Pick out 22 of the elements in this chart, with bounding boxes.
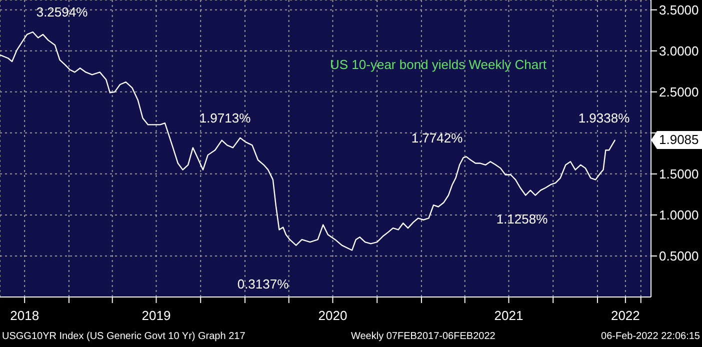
annotation: 1.9713% (199, 110, 251, 126)
text: USGG10YR Index (US Generic Govt 10 Yr) Graph 217 (2, 331, 246, 342)
y-tick-label: 1.5000 (659, 166, 699, 182)
annotation: 1.9338% (578, 110, 630, 126)
x-tick-label: 2018 (10, 308, 40, 324)
text: 06-Feb-2022 22:06:15 (601, 331, 700, 342)
y-tick-label: 3.0000 (659, 43, 699, 58)
x-tick-label: 2021 (494, 308, 524, 324)
y-tick-label: 2.5000 (659, 84, 699, 100)
y-tick-label: 1.0000 (659, 208, 699, 223)
x-tick-label: 2020 (318, 308, 348, 324)
annotation: 3.2594% (36, 4, 88, 20)
text: US 10-year bond yields Weekly Chart (330, 57, 547, 72)
annotation: 0.3137% (237, 276, 289, 292)
y-tick-label: 3.5000 (659, 2, 699, 18)
text: Weekly 07FEB2017-06FEB2022 (350, 331, 496, 342)
annotation: 1.1258% (496, 212, 548, 226)
annotation: 1.7742% (411, 130, 463, 146)
x-tick-label: 2022 (610, 308, 640, 324)
text: 1.9085 (659, 132, 699, 148)
y-tick-label: 0.5000 (659, 248, 699, 264)
x-tick-label: 2019 (142, 308, 171, 324)
